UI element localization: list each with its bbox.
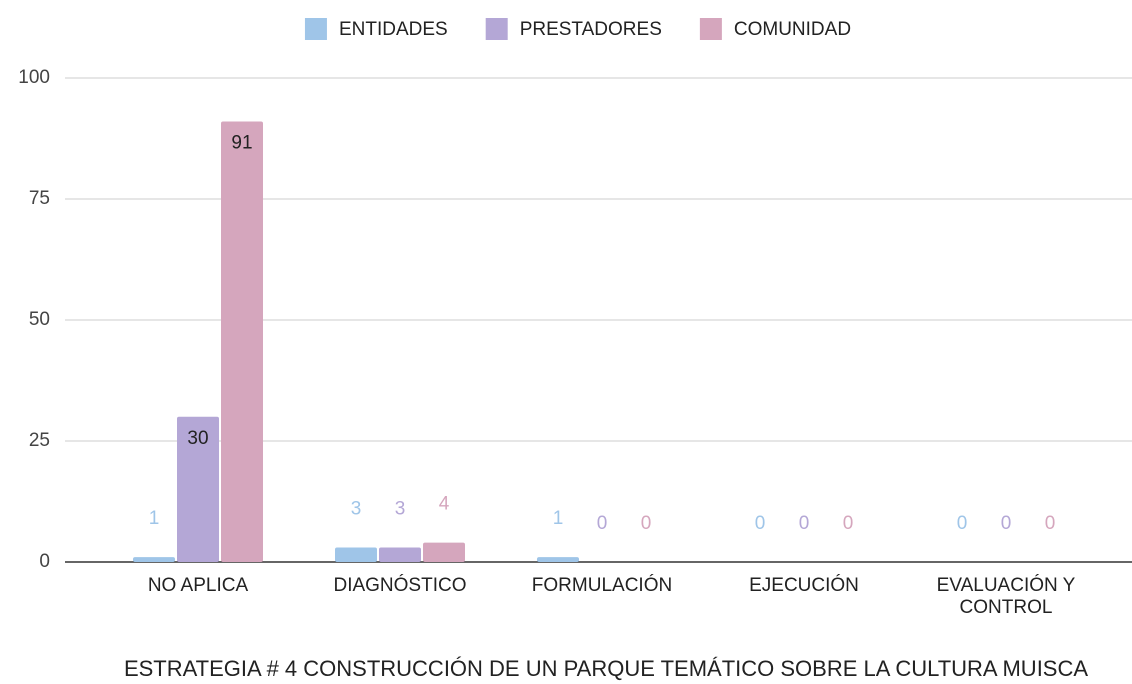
bar <box>133 557 175 562</box>
bar <box>177 416 219 562</box>
bar <box>221 121 263 562</box>
y-tick-label: 100 <box>18 67 50 88</box>
legend-label: PRESTADORES <box>520 19 662 40</box>
data-label: 0 <box>597 513 608 534</box>
data-label: 3 <box>351 498 362 519</box>
data-label: 0 <box>957 513 968 534</box>
x-tick-label: EVALUACIÓN Y CONTROL <box>936 575 1076 618</box>
y-tick-label: 50 <box>29 309 50 330</box>
bar <box>423 542 465 562</box>
x-tick-label: NO APLICA <box>147 575 249 596</box>
legend-swatch <box>699 18 722 40</box>
data-label: 0 <box>1001 513 1012 534</box>
legend-label: ENTIDADES <box>339 19 448 40</box>
chart-title: ESTRATEGIA # 4 CONSTRUCCIÓN DE UN PARQUE… <box>124 656 1088 681</box>
data-label: 1 <box>553 508 564 529</box>
bar <box>537 557 579 562</box>
legend-label: COMUNIDAD <box>734 19 851 40</box>
data-label: 4 <box>439 494 450 515</box>
x-tick-label: EJECUCIÓN <box>749 575 859 596</box>
bar <box>335 547 377 562</box>
legend-swatch <box>304 18 327 40</box>
legend-swatch <box>485 18 508 40</box>
data-label: 1 <box>149 508 160 529</box>
data-label: 3 <box>395 498 406 519</box>
data-label: 0 <box>799 513 810 534</box>
data-label: 91 <box>231 133 252 154</box>
y-tick-label: 75 <box>29 188 50 209</box>
y-tick-label: 25 <box>29 430 50 451</box>
data-label: 0 <box>755 513 766 534</box>
x-tick-label: FORMULACIÓN <box>531 575 673 596</box>
data-label: 0 <box>1045 513 1056 534</box>
data-label: 0 <box>641 513 652 534</box>
data-label: 0 <box>843 513 854 534</box>
x-tick-label: DIAGNÓSTICO <box>333 575 467 596</box>
y-tick-label: 0 <box>39 551 50 572</box>
data-label: 30 <box>187 428 208 449</box>
bar <box>379 547 421 562</box>
